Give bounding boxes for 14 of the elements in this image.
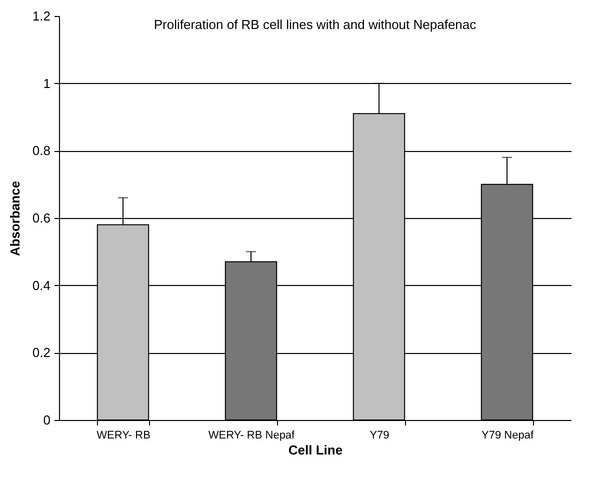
y-tick-label: 1.2 [32,8,50,24]
y-tick-label: 0.4 [32,278,50,293]
x-tick-label: WERY- RB Nepaf [208,430,296,442]
y-tick-label: 0.2 [32,345,50,360]
y-tick-label: 0.8 [32,143,50,158]
y-axis-title: Absorbance [7,180,22,256]
chart-title: Proliferation of RB cell lines with and without Nepafenac [154,17,477,32]
y-tick-label: 0 [43,412,50,428]
x-axis-title: Cell Line [288,442,343,458]
y-tick-label: 0.6 [32,210,50,226]
x-tick-label: Y79 Nepaf [482,430,534,442]
x-tick-label: WERY- RB [96,430,150,442]
x-tick-label: Y79 [370,430,390,442]
y-tick-label: 1 [43,76,50,91]
